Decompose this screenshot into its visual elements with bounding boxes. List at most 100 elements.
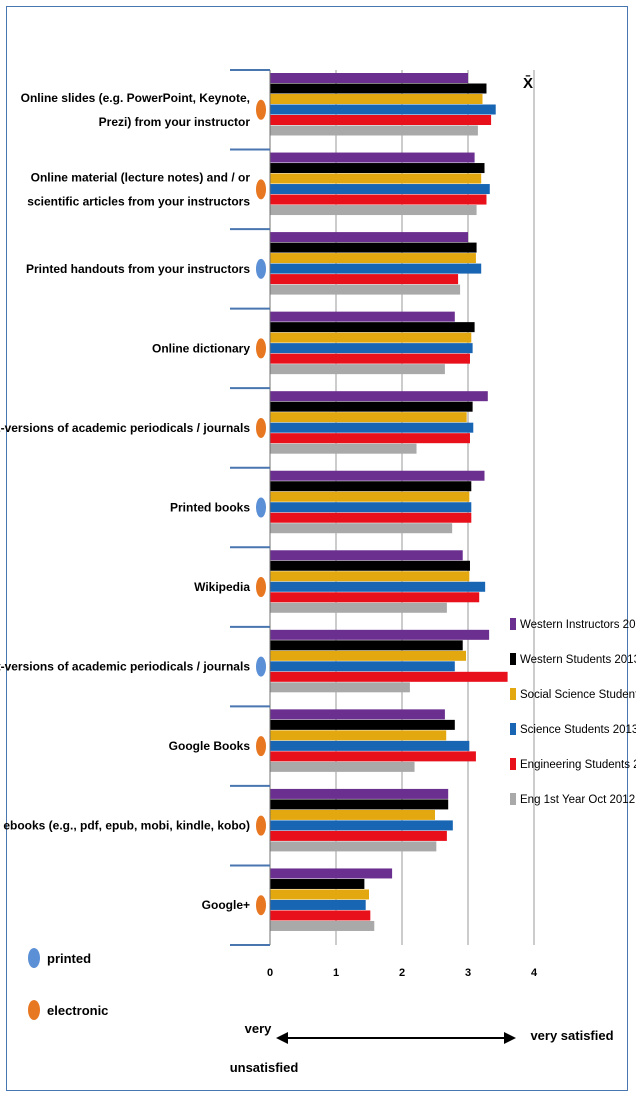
- bar: [270, 73, 468, 83]
- electronic-marker: [256, 179, 266, 200]
- bar: [270, 661, 455, 672]
- bar: [270, 629, 490, 640]
- bar: [270, 470, 485, 481]
- bar: [270, 671, 508, 682]
- bar: [270, 353, 470, 364]
- bar: [270, 523, 453, 534]
- bar: [270, 719, 455, 730]
- bar: [270, 899, 366, 910]
- bar: [270, 391, 488, 402]
- bar: [270, 163, 485, 174]
- format-legend-label: printed: [47, 951, 91, 966]
- electronic-marker: [256, 577, 266, 598]
- bar: [270, 571, 470, 582]
- bar: [270, 481, 472, 492]
- x-tick-label: 0: [267, 967, 273, 979]
- mean-symbol: X̄: [523, 74, 533, 92]
- bar: [270, 682, 410, 693]
- bar: [270, 401, 473, 412]
- category-label: Google+: [202, 898, 250, 912]
- category-label: Online slides (e.g. PowerPoint, Keynote,: [21, 91, 250, 105]
- category-label: Wikipedia: [194, 580, 250, 594]
- printed-marker: [256, 656, 266, 677]
- bar: [270, 115, 492, 125]
- bar: [270, 205, 477, 216]
- bar: [270, 83, 487, 94]
- bar: [270, 274, 459, 285]
- legend-label: Social Science Students 2013: [520, 689, 636, 701]
- bar: [270, 868, 393, 879]
- bar: [270, 194, 487, 205]
- bar: [270, 232, 468, 243]
- bar: [270, 581, 486, 592]
- x-tick-label: 1: [333, 967, 339, 979]
- bar: [270, 443, 417, 454]
- bar: [270, 751, 476, 762]
- legend-swatch: [510, 688, 516, 700]
- bar: [270, 433, 470, 444]
- bar: [270, 184, 490, 195]
- bar: [270, 322, 475, 333]
- bar: [270, 650, 467, 661]
- bar: [270, 253, 476, 264]
- bar: [270, 830, 447, 841]
- printed-marker: [256, 497, 266, 518]
- bar: [270, 809, 435, 820]
- bar: [270, 841, 437, 852]
- bar: [270, 104, 496, 115]
- bar: [270, 412, 467, 423]
- arrow-left-head: [276, 1032, 288, 1044]
- xlabel-left: unsatisfied: [230, 1060, 299, 1075]
- bar: [270, 761, 415, 772]
- bar: [270, 709, 445, 720]
- bar: [270, 173, 482, 184]
- bar: [270, 910, 371, 921]
- legend-label: Science Students 2013: [520, 724, 636, 736]
- category-label: Printed handouts from your instructors: [26, 262, 250, 276]
- electronic-marker: [256, 895, 266, 916]
- bar: [270, 820, 453, 831]
- bar: [270, 263, 482, 274]
- electronic-marker: [256, 815, 266, 836]
- category-label: Google Books: [169, 739, 251, 753]
- bar: [270, 364, 445, 375]
- legend-swatch: [510, 653, 516, 665]
- arrow-right-head: [504, 1032, 516, 1044]
- printed-marker: [256, 258, 266, 279]
- category-label: ebooks (e.g., pdf, epub, mobi, kindle, k…: [3, 819, 250, 833]
- x-tick-label: 4: [531, 967, 538, 979]
- legend-swatch: [510, 723, 516, 735]
- legend-swatch: [510, 758, 516, 770]
- legend-swatch: [510, 793, 516, 805]
- bar: [270, 332, 472, 343]
- bar: [270, 284, 461, 295]
- bar: [270, 343, 473, 354]
- legend-label: Western Students 2013: [520, 654, 636, 666]
- category-label: scientific articles from your instructor…: [27, 194, 250, 208]
- legend-label: Engineering Students 2013: [520, 759, 636, 771]
- category-label: Printed books: [170, 501, 250, 515]
- bar: [270, 94, 483, 104]
- bar: [270, 788, 449, 799]
- electronic-marker: [256, 736, 266, 757]
- bar: [270, 640, 463, 651]
- legend-label: Eng 1st Year Oct 2012: [520, 794, 635, 806]
- bar: [270, 889, 369, 900]
- x-tick-label: 3: [465, 967, 471, 979]
- format-legend-label: electronic: [47, 1003, 108, 1018]
- bar: [270, 730, 447, 741]
- category-label: Prezi) from your instructor: [99, 115, 251, 129]
- bar: [270, 592, 480, 603]
- xlabel-left: very: [245, 1021, 273, 1036]
- category-label: Print-versions of academic periodicals /…: [0, 660, 250, 674]
- electronic-marker: [256, 99, 266, 120]
- xlabel-right: very satisfied: [530, 1028, 613, 1043]
- bar: [270, 502, 472, 513]
- bar: [270, 920, 375, 931]
- x-tick-label: 2: [399, 967, 405, 979]
- electronic-marker: [256, 417, 266, 438]
- bar: [270, 878, 365, 889]
- bar: [270, 242, 477, 253]
- bar: [270, 550, 463, 561]
